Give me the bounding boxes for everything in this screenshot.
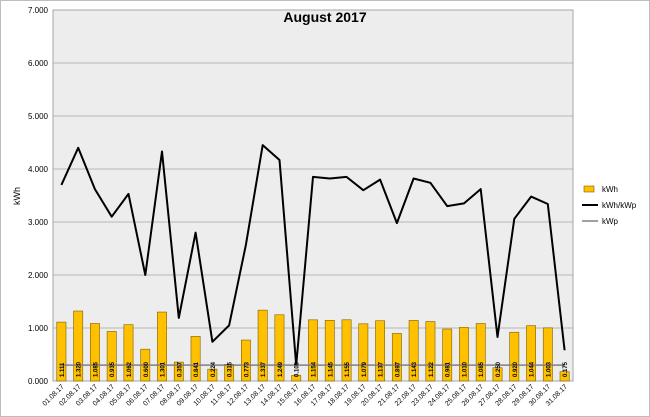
data-label: 0.315 xyxy=(228,361,234,377)
data-label: 1.143 xyxy=(412,361,418,377)
data-label: 1.062 xyxy=(127,361,133,377)
data-label: 0.357 xyxy=(177,361,183,377)
data-label: 1.337 xyxy=(261,361,267,377)
y-axis-label: kWh xyxy=(12,187,22,205)
data-label: 1.154 xyxy=(312,361,318,377)
bar xyxy=(408,320,419,382)
data-label: 1.085 xyxy=(93,361,99,377)
data-label: 1.003 xyxy=(546,361,552,377)
data-label: 1.145 xyxy=(328,361,334,377)
bar xyxy=(157,311,167,382)
data-label: 1.320 xyxy=(77,361,83,377)
chart-title: August 2017 xyxy=(283,9,366,25)
bar xyxy=(492,367,503,382)
bar xyxy=(56,321,67,382)
y-tick-label: 7.000 xyxy=(28,6,49,15)
bar xyxy=(291,375,302,382)
bar xyxy=(308,319,318,382)
bar xyxy=(526,325,536,382)
bar xyxy=(90,323,100,382)
plot-area xyxy=(52,9,574,382)
y-tick-label: 4.000 xyxy=(28,165,49,174)
series-line xyxy=(60,144,566,367)
bar xyxy=(207,368,218,382)
y-tick-label: 0.000 xyxy=(28,377,49,386)
bar xyxy=(509,331,520,382)
data-label: 0.920 xyxy=(513,361,519,377)
bar xyxy=(391,333,402,382)
legend: kWh kWh/kWp kWp xyxy=(582,185,637,226)
bar xyxy=(324,320,335,382)
legend-swatch xyxy=(583,185,595,193)
bar xyxy=(475,323,486,382)
bar xyxy=(375,320,386,382)
data-label: 1.155 xyxy=(345,361,351,377)
data-label: 0.600 xyxy=(144,361,150,377)
data-label: 1.122 xyxy=(429,361,435,377)
bar xyxy=(224,364,235,382)
legend-label: kWp xyxy=(602,217,619,226)
data-label: 1.044 xyxy=(530,361,536,377)
bar xyxy=(358,323,369,382)
data-label: 0.841 xyxy=(194,361,200,377)
data-label: 1.249 xyxy=(278,361,284,377)
bar xyxy=(123,324,134,382)
data-label: 1.137 xyxy=(379,361,385,377)
data-label: 0.224 xyxy=(211,361,217,377)
y-tick-label: 1.000 xyxy=(28,324,49,333)
y-tick-label: 3.000 xyxy=(28,218,49,227)
legend-label: kWh/kWp xyxy=(602,201,637,210)
data-label: 0.935 xyxy=(110,361,116,377)
data-label: 0.175 xyxy=(563,361,569,377)
plot-layer: 0.000 1.000 2.000 3.000 4.000 5.000 6.000 7.000… xyxy=(28,6,574,408)
data-label: 1.111 xyxy=(60,362,66,377)
data-label: 1.010 xyxy=(463,361,469,377)
bar xyxy=(257,309,268,382)
y-tick-label: 5.000 xyxy=(28,112,49,121)
bar xyxy=(559,371,570,382)
bar xyxy=(190,336,201,382)
data-label: 0.105 xyxy=(295,361,301,377)
data-label: 0.250 xyxy=(496,361,502,377)
bar xyxy=(106,331,117,382)
y-tick-label: 6.000 xyxy=(28,59,49,68)
data-label: 0.981 xyxy=(446,361,452,377)
legend-label: kWh xyxy=(602,185,618,194)
y-tick-label: 2.000 xyxy=(28,271,49,280)
bar xyxy=(73,310,84,382)
data-label: 1.301 xyxy=(161,361,167,377)
bar xyxy=(459,327,469,382)
bar xyxy=(274,314,285,382)
data-label: 1.079 xyxy=(362,361,368,377)
bar xyxy=(341,319,352,382)
bar xyxy=(173,361,184,382)
bar xyxy=(425,321,436,382)
bar xyxy=(442,328,453,382)
data-label: 0.897 xyxy=(395,361,401,377)
bar xyxy=(240,339,251,382)
data-label: 1.085 xyxy=(479,361,485,377)
data-label: 0.773 xyxy=(244,361,250,377)
bar xyxy=(542,327,553,382)
